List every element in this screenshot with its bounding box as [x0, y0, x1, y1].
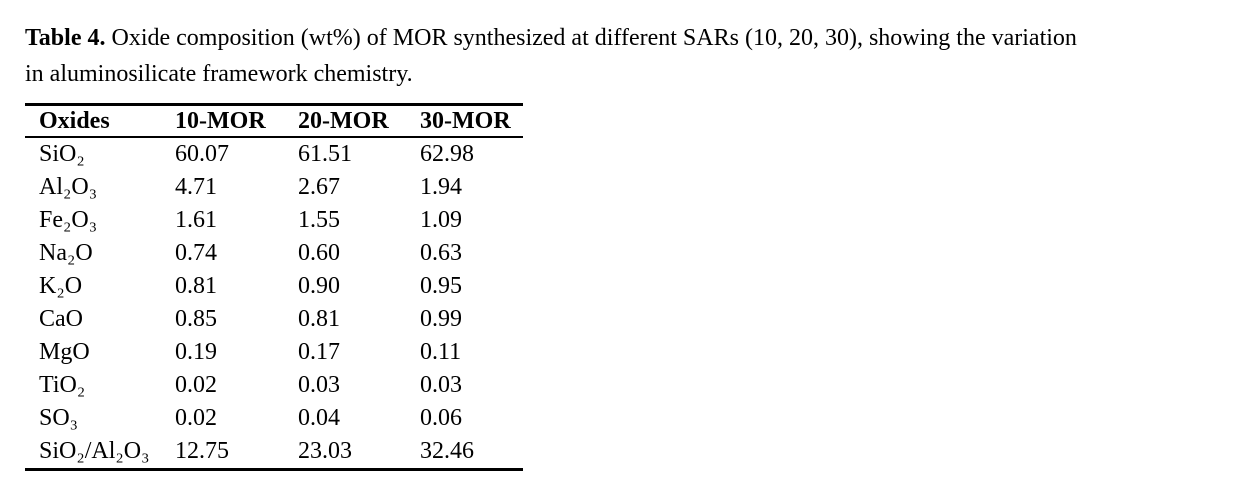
value-cell: 2.67 [298, 174, 340, 200]
value-cell: 0.04 [298, 405, 340, 431]
value-cell: 60.07 [175, 141, 229, 167]
value-cell: 0.06 [420, 405, 462, 431]
value-cell: 0.19 [175, 339, 217, 365]
header-row: Oxides 10-MOR 20-MOR 30-MOR [25, 105, 523, 137]
oxide-name: K₂O [39, 273, 83, 299]
column-header-oxides: Oxides [39, 107, 110, 134]
value-cell: 0.81 [175, 273, 217, 299]
value-cell: 0.03 [420, 372, 462, 398]
table-row: MgO 0.19 0.17 0.11 [25, 336, 523, 369]
value-cell: 0.81 [298, 306, 340, 332]
value-cell: 0.60 [298, 240, 340, 266]
value-cell: 0.90 [298, 273, 340, 299]
column-header-10-mor: 10-MOR [175, 107, 266, 134]
oxide-name: SiO₂/Al₂O₃ [39, 438, 150, 464]
table-row: Fe₂O₃ 1.61 1.55 1.09 [25, 204, 523, 237]
oxide-name: SiO₂ [39, 141, 85, 167]
value-cell: 0.85 [175, 306, 217, 332]
table-row: K₂O 0.81 0.90 0.95 [25, 270, 523, 303]
caption-label: Table 4. [25, 25, 106, 51]
value-cell: 12.75 [175, 438, 229, 464]
table-row: Al₂O₃ 4.71 2.67 1.94 [25, 171, 523, 204]
value-cell: 32.46 [420, 438, 474, 464]
oxide-name: SO₃ [39, 405, 79, 431]
value-cell: 4.71 [175, 174, 217, 200]
value-cell: 0.74 [175, 240, 217, 266]
table-row: SO₃ 0.02 0.04 0.06 [25, 402, 523, 435]
oxide-name: TiO₂ [39, 372, 86, 398]
value-cell: 62.98 [420, 141, 474, 167]
oxide-name: CaO [39, 306, 83, 332]
value-cell: 23.03 [298, 438, 352, 464]
table-row: SiO₂ 60.07 61.51 62.98 [25, 137, 523, 171]
value-cell: 0.99 [420, 306, 462, 332]
column-header-20-mor: 20-MOR [298, 107, 389, 134]
value-cell: 1.61 [175, 207, 217, 233]
value-cell: 0.02 [175, 372, 217, 398]
value-cell: 1.94 [420, 174, 462, 200]
caption-text-line1: Oxide composition (wt%) of MOR synthesiz… [111, 25, 1077, 51]
table-caption: Table 4. Oxide composition (wt%) of MOR … [25, 20, 1240, 92]
caption-text-line2: in aluminosilicate framework chemistry. [25, 61, 413, 87]
value-cell: 0.02 [175, 405, 217, 431]
oxide-name: MgO [39, 339, 90, 365]
table-row: TiO₂ 0.02 0.03 0.03 [25, 369, 523, 402]
column-header-30-mor: 30-MOR [420, 107, 511, 134]
oxide-name: Na₂O [39, 240, 93, 266]
value-cell: 1.09 [420, 207, 462, 233]
oxide-name: Fe₂O₃ [39, 207, 98, 233]
value-cell: 0.17 [298, 339, 340, 365]
table-row: Na₂O 0.74 0.60 0.63 [25, 237, 523, 270]
value-cell: 0.11 [420, 339, 462, 365]
page: Table 4. Oxide composition (wt%) of MOR … [25, 20, 1240, 471]
value-cell: 1.55 [298, 207, 340, 233]
oxide-name: Al₂O₃ [39, 174, 98, 200]
value-cell: 0.03 [298, 372, 340, 398]
value-cell: 61.51 [298, 141, 352, 167]
value-cell: 0.63 [420, 240, 462, 266]
oxide-composition-table: Oxides 10-MOR 20-MOR 30-MOR SiO₂ 60.07 6… [25, 103, 523, 471]
table-row: SiO₂/Al₂O₃ 12.75 23.03 32.46 [25, 435, 523, 470]
table-row: CaO 0.85 0.81 0.99 [25, 303, 523, 336]
value-cell: 0.95 [420, 273, 462, 299]
